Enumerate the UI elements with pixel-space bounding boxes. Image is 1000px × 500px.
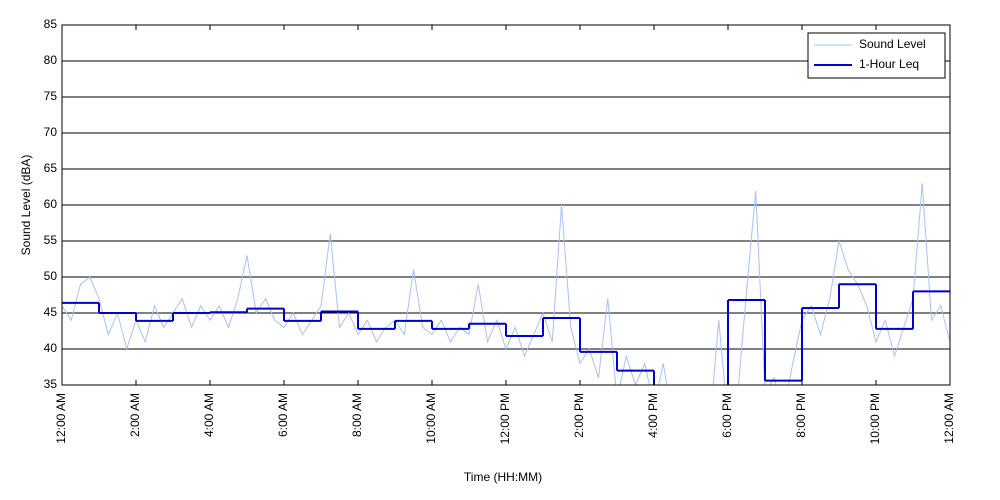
y-tick-label: 85	[44, 17, 58, 31]
legend-label: 1-Hour Leq	[859, 57, 919, 71]
legend-box	[807, 32, 946, 79]
legend: Sound Level 1-Hour Leq	[807, 32, 946, 79]
plot-area	[62, 183, 950, 385]
x-tick-label: 4:00 PM	[646, 393, 660, 438]
x-tick-label: 2:00 PM	[572, 393, 586, 438]
y-tick-label: 45	[44, 305, 58, 319]
y-axis-label: Sound Level (dBA)	[19, 155, 33, 256]
y-tick-label: 60	[44, 197, 58, 211]
y-tick-label: 35	[44, 377, 58, 391]
x-tick-label: 8:00 PM	[794, 393, 808, 438]
x-tick-label: 6:00 AM	[276, 393, 290, 437]
x-tick-label: 10:00 PM	[868, 393, 882, 444]
labels: 35 40 45 50 55 60 65 70 75 80 85 12:00 AM 2:00 AM 4:0…	[44, 17, 957, 444]
x-tick-label: 4:00 AM	[202, 393, 216, 437]
x-tick-label: 6:00 PM	[720, 393, 734, 438]
y-tick-label: 75	[44, 89, 58, 103]
x-tick-label: 12:00 AM	[54, 393, 68, 444]
y-tick-label: 65	[44, 161, 58, 175]
x-axis-label: Time (HH:MM)	[464, 470, 542, 484]
legend-label: Sound Level	[859, 37, 926, 51]
y-tick-label: 50	[44, 269, 58, 283]
x-tick-label: 10:00 AM	[424, 393, 438, 444]
x-tick-label: 2:00 AM	[128, 393, 142, 437]
x-tick-label: 12:00 AM	[942, 393, 956, 444]
y-tick-label: 40	[44, 341, 58, 355]
y-tick-label: 70	[44, 125, 58, 139]
x-tick-label: 12:00 PM	[498, 393, 512, 444]
y-tick-label: 55	[44, 233, 58, 247]
x-tick-label: 8:00 AM	[350, 393, 364, 437]
y-tick-label: 80	[44, 53, 58, 67]
